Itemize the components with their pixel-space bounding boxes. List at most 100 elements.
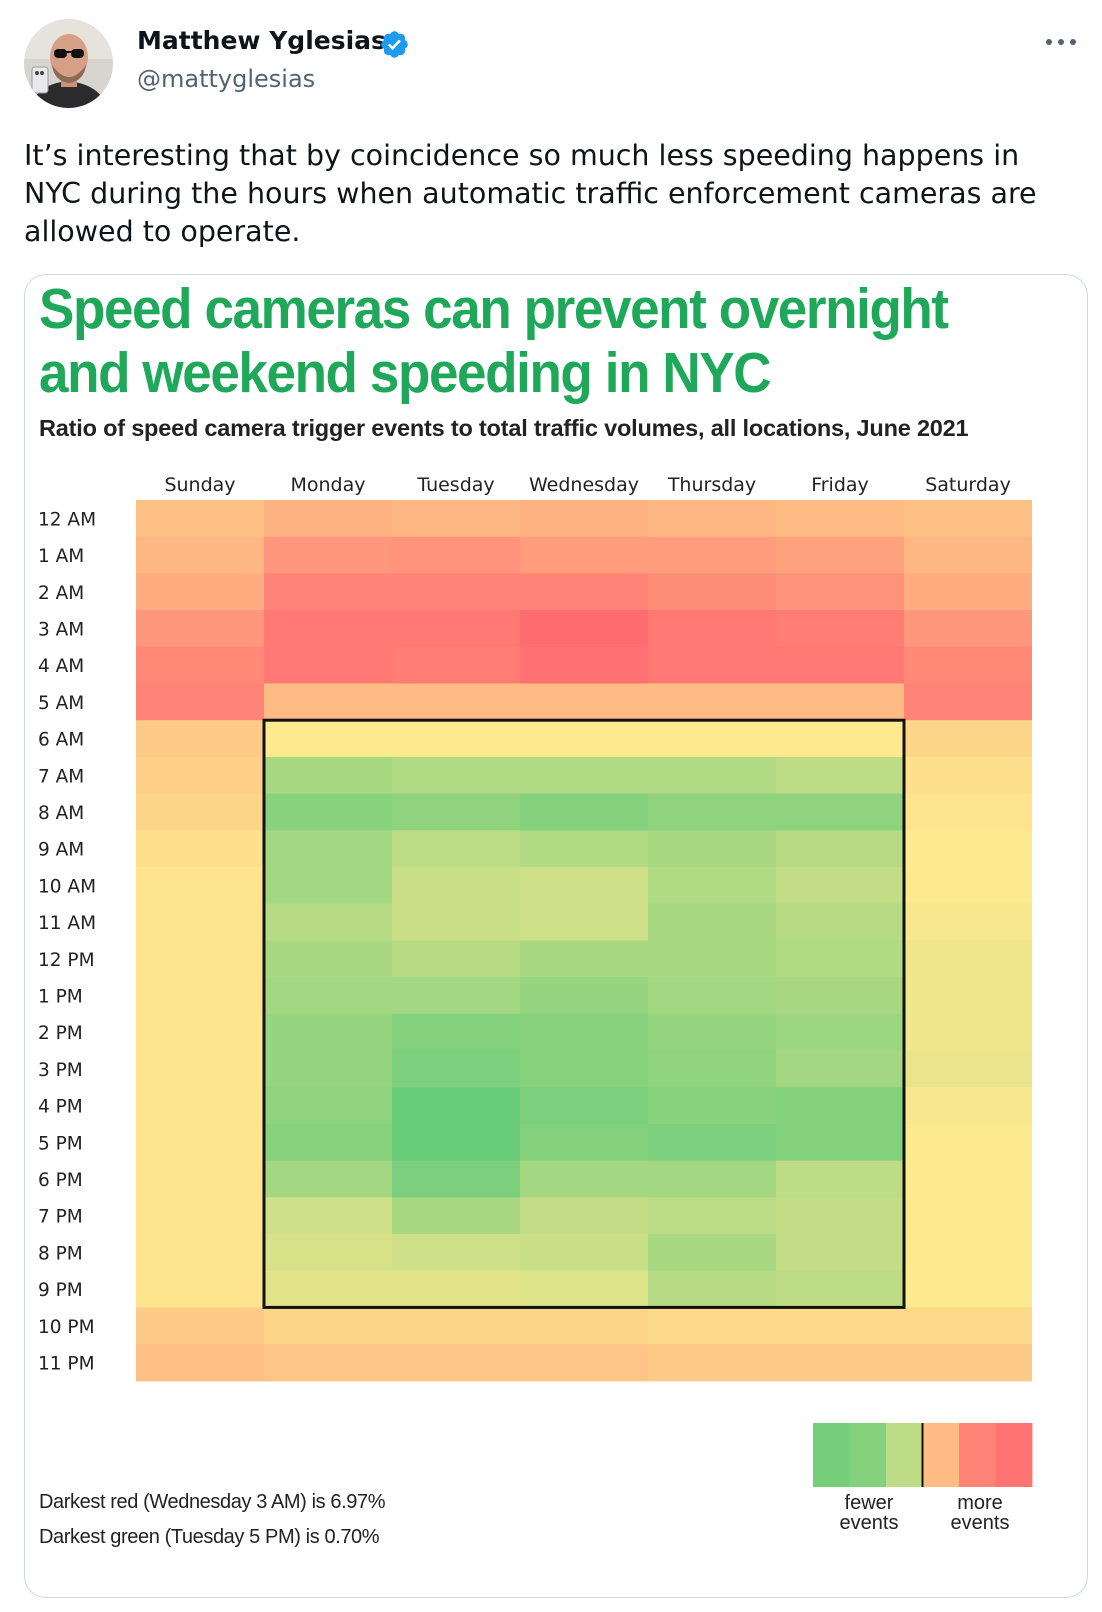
heatmap-cell — [392, 903, 520, 941]
row-label: 12 PM — [38, 950, 95, 971]
heatmap-cell — [392, 793, 520, 831]
heatmap-cell — [136, 610, 264, 648]
heatmap-cell — [520, 830, 648, 868]
heatmap-cell — [904, 1197, 1032, 1235]
heatmap-cell — [136, 1344, 264, 1382]
heatmap-cell — [776, 500, 904, 538]
heatmap-cell — [136, 793, 264, 831]
heatmap-cell — [392, 830, 520, 868]
heatmap-cell — [264, 1234, 392, 1272]
heatmap-cell — [264, 903, 392, 941]
heatmap-cell — [136, 867, 264, 905]
heatmap-cell — [904, 610, 1032, 648]
heatmap-cell — [264, 1013, 392, 1052]
heatmap-cell — [136, 1307, 264, 1345]
legend-label-more: more events — [950, 1492, 1010, 1534]
heatmap-cell — [136, 1013, 264, 1052]
heatmap-cell — [776, 573, 904, 611]
heatmap-cell — [904, 500, 1032, 538]
heatmap-cell — [648, 1050, 776, 1088]
author-avatar[interactable] — [24, 19, 113, 108]
heatmap-cell — [392, 1013, 520, 1052]
heatmap-cell — [648, 940, 776, 978]
heatmap-cell — [264, 1307, 392, 1345]
heatmap-cell — [776, 683, 904, 721]
heatmap-cell — [648, 756, 776, 795]
heatmap-cell — [136, 756, 264, 795]
chart-headline-line-2: and weekend speeding in NYC — [39, 341, 772, 405]
row-label: 11 AM — [38, 913, 96, 934]
heatmap-cell — [904, 1087, 1032, 1125]
heatmap-cell — [776, 830, 904, 868]
heatmap-cell — [136, 500, 264, 538]
heatmap-cell — [264, 1270, 392, 1308]
heatmap-cell — [648, 610, 776, 648]
row-label: 10 PM — [38, 1317, 95, 1338]
row-label: 5 PM — [38, 1133, 83, 1154]
heatmap-cell — [776, 1270, 904, 1308]
heatmap-cell — [648, 573, 776, 611]
author-handle[interactable]: @mattyglesias — [137, 65, 316, 93]
heatmap-cell — [648, 1307, 776, 1345]
heatmap-cell — [904, 720, 1032, 758]
heatmap-cell — [392, 683, 520, 721]
heatmap-cell — [648, 793, 776, 831]
heatmap-cell — [520, 756, 648, 795]
heatmap-cell — [520, 1234, 648, 1272]
heatmap-cell — [904, 830, 1032, 868]
heatmap-cell — [648, 867, 776, 905]
heatmap-cell — [776, 1050, 904, 1088]
heatmap-cell — [392, 1123, 520, 1162]
heatmap-cell — [904, 1234, 1032, 1272]
heatmap-cell — [648, 1234, 776, 1272]
heatmap-cell — [648, 830, 776, 868]
heatmap-cell — [776, 977, 904, 1015]
heatmap-cell — [776, 1197, 904, 1235]
row-label: 3 AM — [38, 619, 84, 640]
heatmap-cell — [136, 1160, 264, 1198]
heatmap-cell — [520, 1050, 648, 1088]
tweet-media-card[interactable]: Speed cameras can prevent overnight and … — [24, 274, 1088, 1598]
heatmap-cell — [904, 1344, 1032, 1382]
heatmap-cell — [776, 903, 904, 941]
more-options-icon[interactable] — [1044, 30, 1078, 54]
row-label: 4 PM — [38, 1097, 83, 1118]
heatmap-cell — [520, 1087, 648, 1125]
column-label: Monday — [290, 474, 365, 496]
heatmap-cell — [776, 1087, 904, 1125]
heatmap-cell — [264, 573, 392, 611]
heatmap-cell — [392, 500, 520, 538]
heatmap-cell — [264, 683, 392, 721]
heatmap-cell — [392, 573, 520, 611]
heatmap-cell — [392, 940, 520, 978]
heatmap-cell — [520, 1123, 648, 1162]
heatmap-cell — [136, 903, 264, 941]
heatmap-cell — [520, 903, 648, 941]
heatmap-cell — [904, 1050, 1032, 1088]
heatmap-cell — [136, 1234, 264, 1272]
heatmap-cell — [904, 867, 1032, 905]
heatmap-cell — [904, 793, 1032, 831]
heatmap-cell — [776, 756, 904, 795]
row-label: 6 PM — [38, 1170, 83, 1191]
heatmap-cell — [136, 683, 264, 721]
legend-label-fewer: fewer events — [839, 1492, 899, 1534]
heatmap-cell — [776, 1307, 904, 1345]
row-label: 9 AM — [38, 840, 84, 861]
heatmap-cell — [136, 720, 264, 758]
heatmap-cell — [392, 610, 520, 648]
avatar-image — [24, 19, 113, 108]
heatmap-cell — [136, 573, 264, 611]
heatmap-cell — [392, 720, 520, 758]
heatmap-cell — [264, 756, 392, 795]
heatmap-cell — [904, 1270, 1032, 1308]
heatmap-cell — [776, 1123, 904, 1162]
legend-swatch — [922, 1423, 960, 1487]
row-label: 10 AM — [38, 876, 96, 897]
column-label: Friday — [811, 474, 869, 496]
heatmap-cell — [264, 1197, 392, 1235]
author-name[interactable]: Matthew Yglesias — [137, 26, 386, 55]
speeding-heatmap: Sunday Monday Tuesday Wednesday Thursday Frid… — [38, 474, 1033, 1487]
row-label: 2 AM — [38, 583, 84, 604]
heatmap-cell — [648, 1087, 776, 1125]
